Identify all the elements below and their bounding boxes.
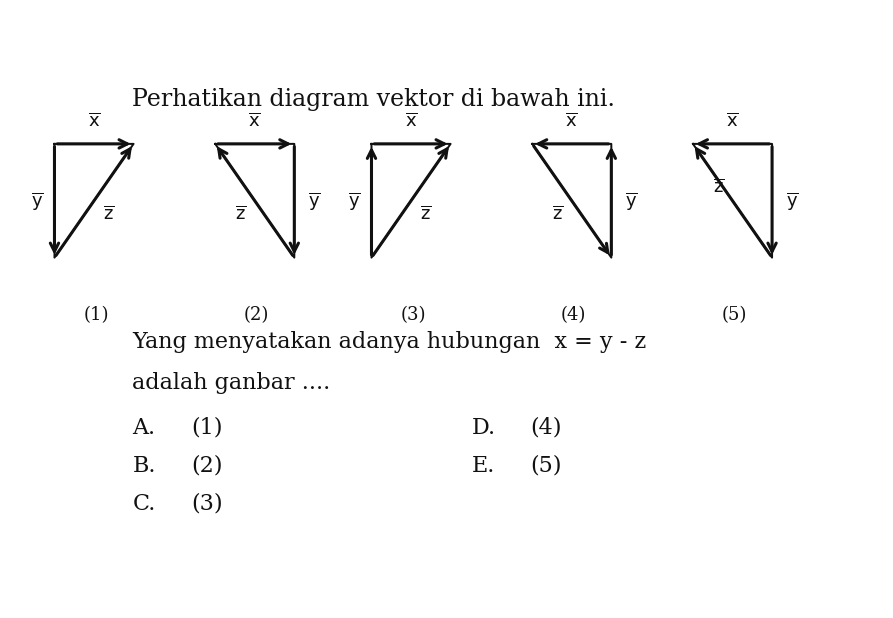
Text: (3): (3) (191, 493, 223, 515)
Text: (4): (4) (530, 417, 562, 439)
Text: (5): (5) (722, 306, 747, 324)
Text: adalah ganbar ....: adalah ganbar .... (132, 371, 330, 394)
Text: (3): (3) (400, 306, 426, 324)
Text: Perhatikan diagram vektor di bawah ini.: Perhatikan diagram vektor di bawah ini. (132, 88, 615, 111)
Text: (1): (1) (83, 306, 109, 324)
Text: $\overline{\mathrm{y}}$: $\overline{\mathrm{y}}$ (308, 190, 321, 211)
Text: (5): (5) (530, 455, 562, 477)
Text: B.: B. (132, 455, 156, 477)
Text: $\overline{\mathrm{y}}$: $\overline{\mathrm{y}}$ (347, 190, 361, 211)
Text: (4): (4) (561, 306, 587, 324)
Text: $\overline{\mathrm{z}}$: $\overline{\mathrm{z}}$ (420, 205, 431, 223)
Text: $\overline{\mathrm{x}}$: $\overline{\mathrm{x}}$ (405, 112, 417, 130)
Text: (2): (2) (191, 455, 222, 477)
Text: $\overline{\mathrm{z}}$: $\overline{\mathrm{z}}$ (552, 205, 563, 223)
Text: A.: A. (132, 417, 155, 439)
Text: $\overline{\mathrm{x}}$: $\overline{\mathrm{x}}$ (565, 112, 578, 130)
Text: D.: D. (472, 417, 496, 439)
Text: (1): (1) (191, 417, 222, 439)
Text: $\overline{\mathrm{x}}$: $\overline{\mathrm{x}}$ (88, 112, 100, 130)
Text: $\overline{\mathrm{x}}$: $\overline{\mathrm{x}}$ (248, 112, 261, 130)
Text: $\overline{\mathrm{z}}$: $\overline{\mathrm{z}}$ (103, 205, 114, 223)
Text: $\overline{\mathrm{y}}$: $\overline{\mathrm{y}}$ (30, 190, 44, 211)
Text: $\overline{\mathrm{x}}$: $\overline{\mathrm{x}}$ (726, 112, 739, 130)
Text: Yang menyatakan adanya hubungan  x = y - z: Yang menyatakan adanya hubungan x = y - … (132, 331, 647, 353)
Text: E.: E. (472, 455, 495, 477)
Text: $\overline{\mathrm{z}}$: $\overline{\mathrm{z}}$ (235, 205, 246, 223)
Text: C.: C. (132, 493, 155, 515)
Text: $\overline{\mathrm{z}}$: $\overline{\mathrm{z}}$ (713, 178, 724, 196)
Text: $\overline{\mathrm{y}}$: $\overline{\mathrm{y}}$ (625, 190, 638, 211)
Text: (2): (2) (244, 306, 270, 324)
Text: $\overline{\mathrm{y}}$: $\overline{\mathrm{y}}$ (786, 190, 798, 211)
